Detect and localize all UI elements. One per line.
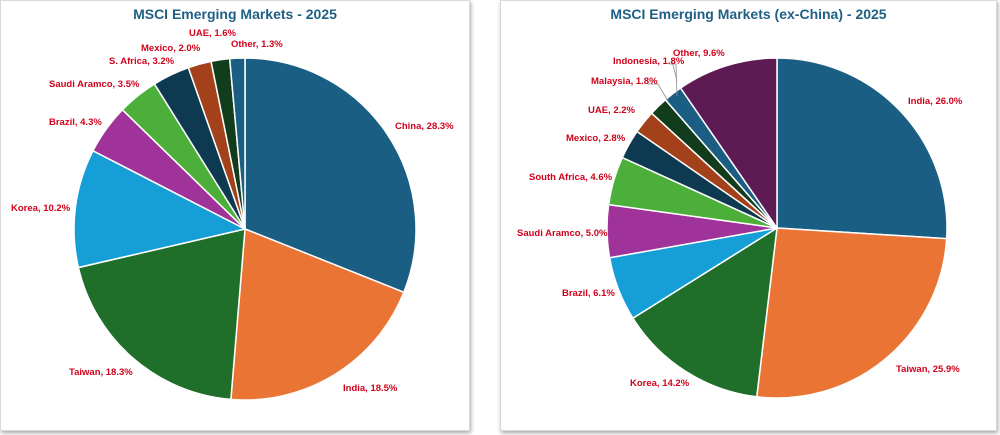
data-label-saudi-aramco: Saudi Aramco, 3.5% <box>49 79 140 90</box>
pie-slice-china <box>244 57 417 294</box>
data-label-china: China, 28.3% <box>395 121 454 132</box>
pie-chart-emerging-markets: China, 28.3% India, 18.5% Taiwan, 18.3% Kor… <box>11 28 454 401</box>
pie-slices <box>73 57 417 401</box>
pie-slice-other <box>679 57 778 231</box>
data-label-taiwan: Taiwan, 18.3% <box>69 367 133 378</box>
data-label-other: Other, 1.3% <box>231 39 283 50</box>
data-label-korea: Korea, 10.2% <box>11 203 71 214</box>
chart-title: MSCI Emerging Markets - 2025 <box>133 6 337 22</box>
data-label-brazil: Brazil, 4.3% <box>49 117 102 128</box>
data-label-other: Other, 9.6% <box>673 48 725 59</box>
data-label-mexico: Mexico, 2.8% <box>566 133 626 144</box>
pie-slice-india <box>776 57 948 240</box>
data-label-uae: UAE, 2.2% <box>588 105 636 116</box>
data-label-india: India, 18.5% <box>343 383 398 394</box>
data-label-mexico: Mexico, 2.0% <box>141 43 201 54</box>
pie-slice-korea <box>73 149 248 269</box>
chart-panel-emerging-markets-ex-china: MSCI Emerging Markets (ex-China) - 2025 … <box>500 0 997 431</box>
data-label-taiwan: Taiwan, 25.9% <box>896 364 960 375</box>
data-label-s-africa: S. Africa, 3.2% <box>109 56 175 67</box>
pie-slice-taiwan <box>77 228 246 401</box>
chart-title: MSCI Emerging Markets (ex-China) - 2025 <box>610 6 887 22</box>
data-label-indonesia: Indonesia, 1.8% <box>613 56 685 67</box>
pie-slices <box>606 57 948 399</box>
data-label-korea: Korea, 14.2% <box>630 378 690 389</box>
data-label-malaysia: Malaysia, 1.8% <box>591 76 658 87</box>
data-label-uae: UAE, 1.6% <box>189 28 237 39</box>
pie-slice-taiwan <box>755 227 948 399</box>
pie-chart-emerging-markets-ex-china: India, 26.0% Taiwan, 25.9% Korea, 14.2% Bra… <box>517 48 963 399</box>
data-label-saudi-aramco: Saudi Aramco, 5.0% <box>517 228 608 239</box>
data-label-india: India, 26.0% <box>908 96 963 107</box>
leader-line-malaysia <box>648 83 669 102</box>
chart-panel-emerging-markets: MSCI Emerging Markets - 2025 China, 28.3… <box>0 0 470 431</box>
leader-line-other <box>671 60 678 82</box>
pie-slice-korea <box>631 226 778 398</box>
data-label-brazil: Brazil, 6.1% <box>562 288 615 299</box>
pie-slice-other <box>228 57 246 230</box>
leader-line-indonesia <box>669 63 678 97</box>
pie-slice-india <box>230 227 405 401</box>
data-label-south-africa: South Africa, 4.6% <box>529 172 613 183</box>
